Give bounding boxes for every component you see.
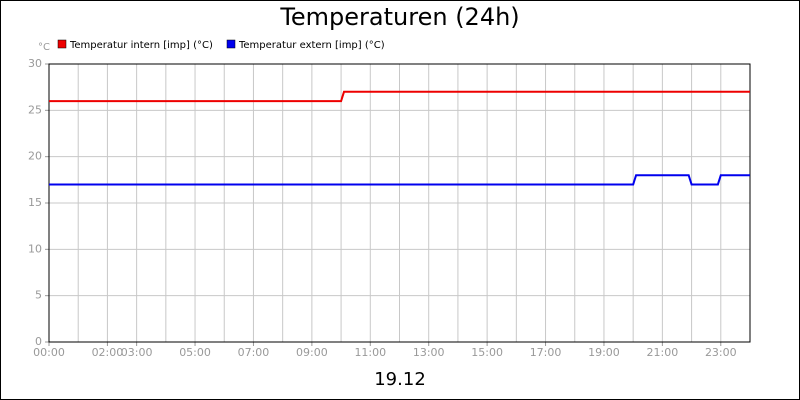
x-tick-label: 17:00	[530, 346, 562, 359]
series-line	[49, 174, 750, 186]
x-tick-label: 23:00	[705, 346, 737, 359]
legend-label: Temperatur intern [imp] (°C)	[69, 40, 213, 51]
y-tick-label: 15	[28, 196, 42, 209]
x-tick-label: 03:00	[121, 346, 153, 359]
x-tick-label: 05:00	[179, 346, 211, 359]
legend-swatch	[57, 39, 67, 49]
x-tick-label: 21:00	[647, 346, 679, 359]
x-tick-label: 15:00	[471, 346, 503, 359]
y-tick-label: 30	[28, 57, 42, 70]
x-axis-label: 19.12	[374, 369, 426, 390]
series-line	[49, 90, 750, 103]
x-tick-label: 07:00	[238, 346, 270, 359]
legend-swatch	[226, 39, 236, 49]
x-tick-label: 00:00	[33, 346, 65, 359]
x-tick-label: 11:00	[354, 346, 386, 359]
y-axis-label: °C	[38, 42, 50, 53]
x-tick-label: 19:00	[588, 346, 620, 359]
y-tick-label: 25	[28, 103, 42, 116]
y-tick-label: 0	[35, 335, 42, 348]
x-tick-label: 13:00	[413, 346, 445, 359]
chart-title: Temperaturen (24h)	[279, 3, 519, 31]
legend-label: Temperatur extern [imp] (°C)	[238, 40, 385, 51]
y-tick-label: 5	[35, 289, 42, 302]
plot-border	[48, 63, 751, 343]
y-tick-label: 10	[28, 242, 42, 255]
y-tick-label: 20	[28, 150, 42, 163]
x-tick-label: 09:00	[296, 346, 328, 359]
x-tick-label: 02:00	[92, 346, 124, 359]
